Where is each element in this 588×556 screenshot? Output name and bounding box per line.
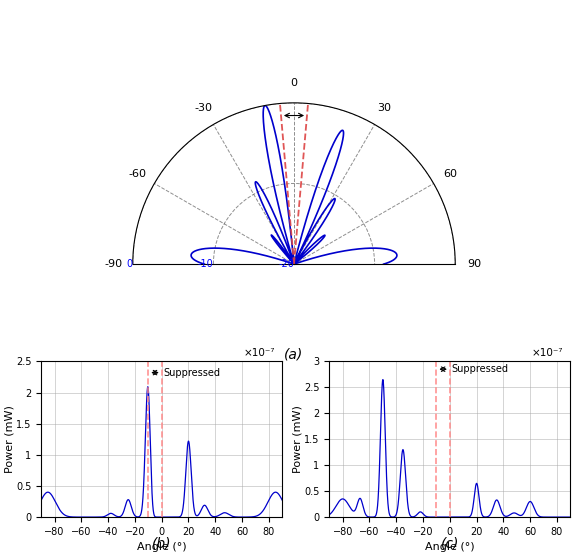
X-axis label: Angle (°): Angle (°) — [425, 542, 475, 552]
Y-axis label: Power (mW): Power (mW) — [293, 405, 303, 473]
Text: Suppressed: Suppressed — [163, 368, 220, 378]
X-axis label: Angle (°): Angle (°) — [137, 542, 186, 552]
Text: ×10⁻⁷: ×10⁻⁷ — [532, 348, 563, 358]
Y-axis label: Power (mW): Power (mW) — [5, 405, 15, 473]
Text: ×10⁻⁷: ×10⁻⁷ — [243, 348, 275, 358]
Text: -10: -10 — [198, 259, 213, 269]
Text: (c): (c) — [440, 537, 459, 550]
Text: (a): (a) — [285, 348, 303, 361]
Text: -20: -20 — [278, 259, 294, 269]
Text: Suppressed: Suppressed — [452, 364, 509, 374]
Text: 0: 0 — [126, 259, 133, 269]
Text: (b): (b) — [152, 537, 172, 550]
